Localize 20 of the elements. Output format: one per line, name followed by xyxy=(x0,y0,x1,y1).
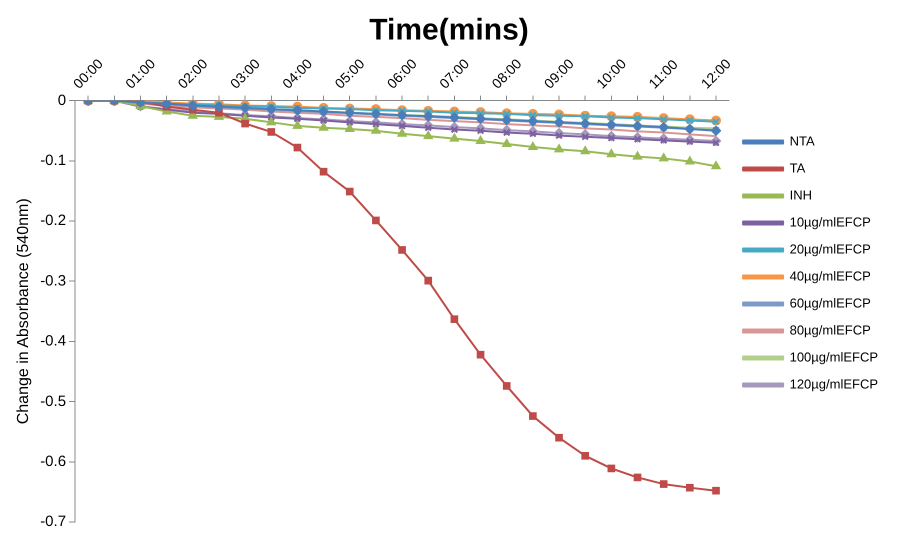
legend-label: 40µg/mlEFCP xyxy=(790,268,871,284)
y-tick-label: -0.1 xyxy=(40,152,66,169)
legend-label: INH xyxy=(790,188,812,203)
legend-label: 20µg/mlEFCP xyxy=(790,242,871,257)
legend-label: TA xyxy=(790,160,806,176)
chart-title: Time(mins) xyxy=(369,13,529,46)
y-tick-label: -0.3 xyxy=(40,272,66,290)
y-tick-label: -0.6 xyxy=(40,452,66,470)
legend-label: 100µg/mlEFCP xyxy=(790,350,878,365)
legend-label: 120µg/mlEFCP xyxy=(790,376,878,392)
y-axis-title: Change in Absorbance (540nm) xyxy=(15,198,32,424)
y-tick-label: 0 xyxy=(58,92,66,109)
legend-label: 60µg/mlEFCP xyxy=(790,296,871,311)
y-tick-label: -0.4 xyxy=(40,332,66,350)
y-tick-label: -0.2 xyxy=(40,212,66,230)
y-tick-label: -0.7 xyxy=(40,513,66,530)
legend-label: 80µg/mlEFCP xyxy=(790,322,871,338)
y-tick-label: -0.5 xyxy=(40,392,66,410)
legend-label: 10µg/mlEFCP xyxy=(790,214,871,230)
legend-label: NTA xyxy=(790,134,815,149)
